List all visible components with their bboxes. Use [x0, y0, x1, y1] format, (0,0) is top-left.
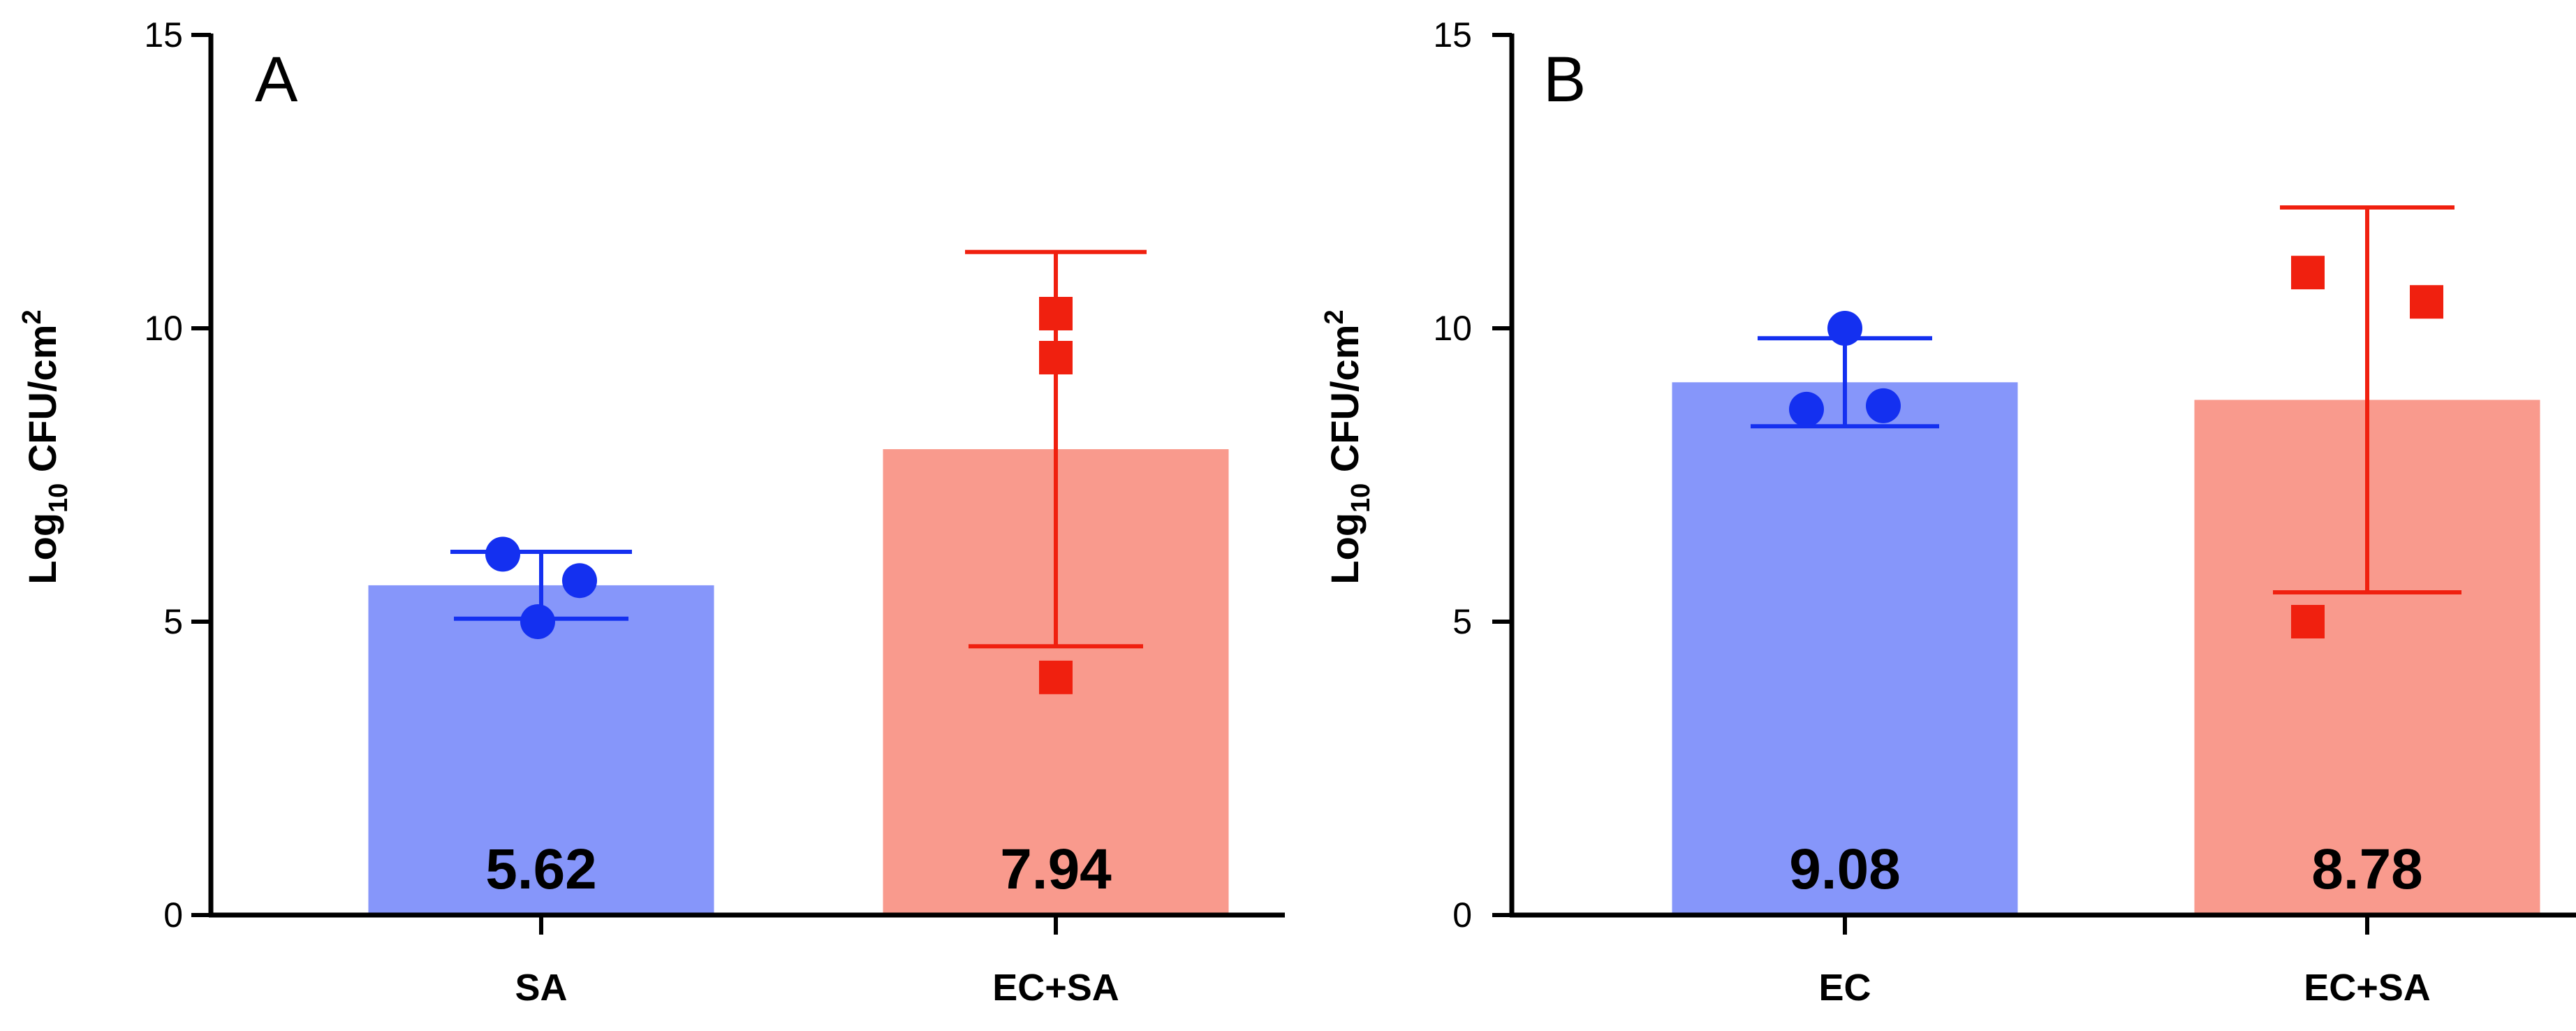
- data-point-square: [2291, 256, 2325, 290]
- y-axis-title-superscript: 2: [17, 309, 47, 324]
- y-tick-label: 5: [1452, 602, 1472, 641]
- y-axis-title-main: Log: [1323, 513, 1367, 585]
- panel-label: A: [255, 44, 298, 115]
- data-point-square: [1039, 297, 1073, 330]
- x-tick-label: EC+SA: [992, 967, 1119, 1009]
- bar-value-label: 7.94: [1000, 838, 1112, 901]
- bar-sa: [368, 585, 714, 915]
- y-axis-title-unit: CFU/cm: [20, 325, 64, 483]
- y-axis-title-subscript: 10: [44, 483, 73, 513]
- y-tick-label: 10: [1433, 309, 1472, 348]
- y-axis-title-unit: CFU/cm: [1323, 325, 1367, 483]
- y-axis-title-subscript: 10: [1346, 483, 1376, 513]
- data-point-circle: [485, 536, 520, 572]
- bar-value-label: 9.08: [1789, 838, 1901, 901]
- data-point-square: [1039, 660, 1073, 694]
- y-tick-label: 0: [163, 895, 183, 935]
- y-tick-label: 5: [163, 602, 183, 641]
- y-tick-label: 0: [1452, 895, 1472, 935]
- data-point-square: [2410, 285, 2443, 319]
- y-tick-label: 15: [1433, 15, 1472, 54]
- y-tick-label: 10: [144, 309, 183, 348]
- bar-value-label: 5.62: [485, 838, 597, 901]
- bar-ec: [1672, 382, 2018, 915]
- y-axis-title: Log10 CFU/cm2: [1320, 309, 1376, 584]
- x-tick-label: EC+SA: [2304, 967, 2431, 1009]
- data-point-circle: [1827, 311, 1862, 346]
- y-axis-title-superscript: 2: [1320, 309, 1349, 324]
- y-tick-label: 15: [144, 15, 183, 54]
- data-point-square: [1039, 341, 1073, 374]
- panel-label: B: [1543, 44, 1586, 115]
- bar-value-label: 8.78: [2311, 838, 2423, 901]
- x-tick-label: EC: [1818, 967, 1871, 1009]
- data-point-circle: [1866, 388, 1901, 423]
- data-point-square: [2291, 605, 2325, 638]
- data-point-circle: [562, 563, 597, 599]
- y-axis-title: Log10 CFU/cm2: [17, 309, 73, 584]
- data-point-circle: [1789, 391, 1824, 427]
- x-tick-label: SA: [515, 967, 567, 1009]
- data-point-circle: [520, 604, 555, 639]
- y-axis-title-main: Log: [20, 513, 64, 585]
